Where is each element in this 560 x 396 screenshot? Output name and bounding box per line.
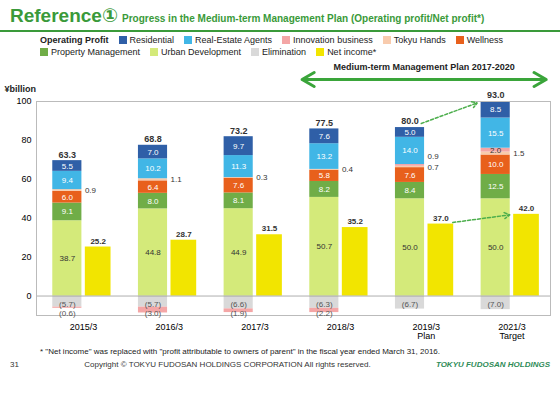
svg-text:6.0: 6.0	[62, 193, 74, 202]
svg-text:11.3: 11.3	[231, 162, 247, 171]
svg-text:40: 40	[21, 213, 31, 223]
svg-text:10.0: 10.0	[488, 160, 504, 169]
svg-text:2017/3: 2017/3	[241, 322, 269, 332]
svg-text:8.5: 8.5	[490, 105, 502, 114]
svg-text:(6.6): (6.6)	[230, 300, 247, 309]
svg-text:80.0: 80.0	[401, 116, 419, 126]
html-text:Operating Profit: Operating Profit	[40, 35, 109, 45]
html-text:Elimination: Elimination	[262, 47, 307, 57]
svg-text:13.2: 13.2	[317, 152, 333, 161]
html-text:Innovation business: Innovation business	[293, 35, 373, 45]
svg-text:(2.2): (2.2)	[316, 309, 333, 318]
svg-text:9.7: 9.7	[233, 142, 245, 151]
svg-text:50.0: 50.0	[402, 243, 418, 252]
svg-text:7.6: 7.6	[404, 171, 416, 180]
svg-text:60: 60	[21, 174, 31, 184]
html-text:Wellness: Wellness	[466, 35, 503, 45]
svg-text:(5.7): (5.7)	[145, 300, 162, 309]
svg-text:8.2: 8.2	[319, 185, 331, 194]
svg-text:7.6: 7.6	[319, 132, 331, 141]
svg-text:68.8: 68.8	[144, 134, 162, 144]
svg-text:(1.9): (1.9)	[230, 309, 247, 318]
html-text:Copyright © TOKYU FUDOSAN HOLD: Copyright © TOKYU FUDOSAN HOLDINGS CORPO…	[84, 360, 371, 369]
svg-text:5.8: 5.8	[319, 171, 331, 180]
svg-text:(6.3): (6.3)	[316, 300, 333, 309]
html-text:Net income*: Net income*	[327, 47, 377, 57]
svg-text:(3.0): (3.0)	[145, 309, 162, 318]
html-text:* "Net income" was replaced wi: * "Net income" was replaced with "profit…	[40, 347, 440, 356]
svg-text:100: 100	[16, 96, 31, 106]
svg-text:14.0: 14.0	[402, 146, 418, 155]
svg-text:1.1: 1.1	[171, 175, 183, 184]
html-text:Real-Estate Agents: Real-Estate Agents	[195, 35, 273, 45]
svg-text:8.1: 8.1	[233, 196, 245, 205]
html-text:Property Management: Property Management	[51, 47, 140, 57]
svg-text:35.2: 35.2	[347, 217, 363, 226]
svg-text:9.4: 9.4	[62, 176, 74, 185]
svg-text:¥billion: ¥billion	[5, 84, 37, 94]
svg-text:2018/3: 2018/3	[327, 322, 355, 332]
html-text:Tokyu Hands: Tokyu Hands	[393, 35, 446, 45]
svg-text:1.5: 1.5	[513, 149, 525, 158]
svg-text:28.7: 28.7	[176, 230, 192, 239]
html-text:Urban Development: Urban Development	[161, 47, 242, 57]
svg-text:50.0: 50.0	[488, 243, 504, 252]
svg-text:93.0: 93.0	[487, 90, 505, 100]
svg-text:63.3: 63.3	[59, 150, 77, 160]
svg-text:9.1: 9.1	[62, 207, 74, 216]
svg-text:37.0: 37.0	[433, 214, 449, 223]
svg-text:7.0: 7.0	[147, 148, 159, 157]
svg-text:0.9: 0.9	[428, 152, 440, 161]
svg-text:0.4: 0.4	[342, 165, 354, 174]
svg-text:0.3: 0.3	[256, 173, 268, 182]
svg-text:8.0: 8.0	[147, 197, 159, 206]
html-text:TOKYU FUDOSAN HOLDINGS: TOKYU FUDOSAN HOLDINGS	[435, 360, 550, 369]
svg-text:44.9: 44.9	[231, 248, 247, 257]
svg-text:0: 0	[26, 291, 31, 301]
svg-text:44.8: 44.8	[145, 248, 161, 257]
svg-text:15.5: 15.5	[488, 129, 504, 138]
svg-text:12.5: 12.5	[488, 182, 504, 191]
svg-text:5.0: 5.0	[404, 128, 416, 137]
svg-text:2016/3: 2016/3	[156, 322, 184, 332]
svg-text:20: 20	[21, 252, 31, 262]
svg-text:Medium-term Management Plan 20: Medium-term Management Plan 2017-2020	[334, 62, 515, 72]
svg-text:77.5: 77.5	[316, 118, 334, 128]
svg-text:50.7: 50.7	[317, 242, 333, 251]
svg-text:0.7: 0.7	[428, 163, 440, 172]
svg-text:31.5: 31.5	[262, 224, 278, 233]
svg-text:10.2: 10.2	[145, 164, 161, 173]
svg-text:42.0: 42.0	[519, 204, 535, 213]
svg-text:25.2: 25.2	[90, 237, 106, 246]
svg-text:(6.7): (6.7)	[402, 300, 419, 309]
svg-text:0.9: 0.9	[85, 186, 97, 195]
svg-text:2015/3: 2015/3	[70, 322, 98, 332]
svg-text:(7.0): (7.0)	[487, 300, 504, 309]
svg-text:2019/3Plan: 2019/3Plan	[413, 322, 441, 341]
svg-text:(5.7): (5.7)	[59, 300, 76, 309]
svg-text:(0.6): (0.6)	[59, 309, 76, 318]
svg-text:5.5: 5.5	[62, 162, 74, 171]
svg-text:2.0: 2.0	[490, 146, 502, 155]
svg-text:38.7: 38.7	[60, 254, 76, 263]
html-text:31: 31	[10, 360, 19, 369]
svg-text:6.4: 6.4	[147, 183, 159, 192]
svg-text:80: 80	[21, 135, 31, 145]
svg-text:73.2: 73.2	[230, 126, 248, 136]
svg-text:2021/3Target: 2021/3Target	[498, 322, 526, 341]
html-text:Residential: Residential	[129, 35, 174, 45]
svg-text:7.6: 7.6	[233, 181, 245, 190]
html-text:Reference① Progress in the Med: Reference① Progress in the Medium-term M…	[10, 5, 485, 26]
svg-text:8.4: 8.4	[404, 186, 416, 195]
